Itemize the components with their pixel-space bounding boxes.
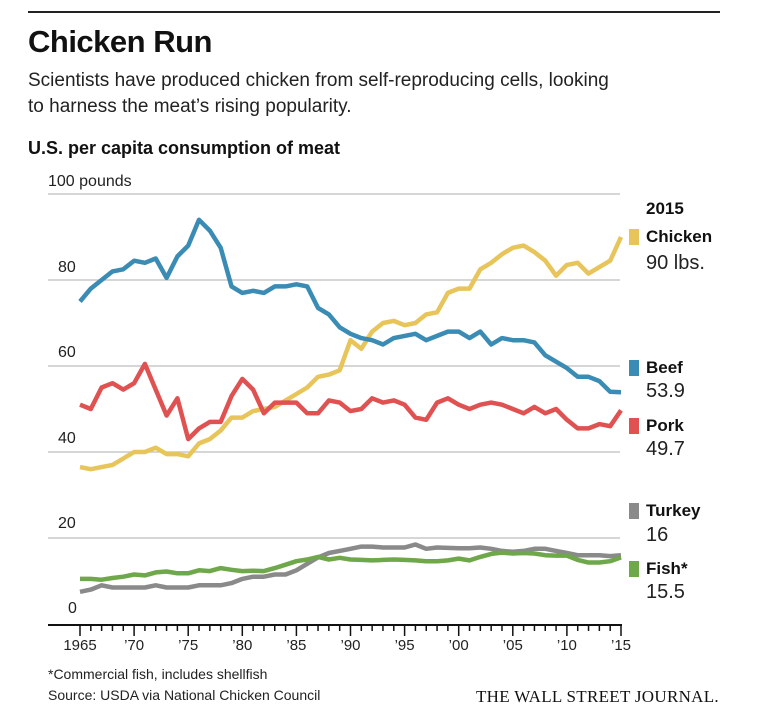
y-tick-label-20: 20 xyxy=(58,515,76,532)
x-tick-label-1975: ’75 xyxy=(178,637,199,654)
page-title: Chicken Run xyxy=(28,24,212,59)
x-tick-label-2005: ’05 xyxy=(502,637,523,654)
x-tick-label-1980: ’80 xyxy=(232,637,253,654)
x-tick-label-2000: ’00 xyxy=(448,637,469,654)
series-line-fish xyxy=(80,550,622,582)
source-note: Source: USDA via National Chicken Counci… xyxy=(48,687,321,703)
footnote: *Commercial fish, includes shellfish xyxy=(48,666,268,682)
series-line-beef xyxy=(78,217,622,395)
legend-beef: Beef xyxy=(646,358,683,377)
legend-chicken: Chicken xyxy=(646,227,713,246)
y-tick-label-80: 80 xyxy=(58,259,76,276)
legend-year: 2015 xyxy=(646,199,684,218)
legend-chicken-value: 90 lbs. xyxy=(646,252,705,274)
x-tick-label-1970: ’70 xyxy=(124,637,145,654)
subtitle-line-2: to harness the meat’s rising popularity. xyxy=(28,96,352,117)
wsj-logo: THE WALL STREET JOURNAL. xyxy=(476,687,719,706)
fish-swatch xyxy=(629,561,639,577)
beef-swatch xyxy=(629,360,639,376)
turkey-swatch xyxy=(629,503,639,519)
x-tick-label-2015: ’15 xyxy=(610,637,632,654)
x-tick-label-2010: ’10 xyxy=(556,637,577,654)
top-rule xyxy=(28,11,720,13)
chart-title: U.S. per capita consumption of meat xyxy=(28,138,341,158)
legend-turkey: Turkey xyxy=(646,501,701,520)
y-tick-label-100: 100 pounds xyxy=(48,173,132,190)
x-tick-label-1965: 1965 xyxy=(63,637,97,654)
x-tick-label-1990: ’90 xyxy=(340,637,361,654)
subtitle-line-1: Scientists have produced chicken from se… xyxy=(28,70,609,91)
series-line-pork xyxy=(79,361,623,442)
legend-pork-value: 49.7 xyxy=(646,438,685,460)
x-tick-label-1995: ’95 xyxy=(394,637,415,654)
y-tick-label-60: 60 xyxy=(58,344,76,361)
legend-fish: Fish* xyxy=(646,559,688,578)
series-line-chicken xyxy=(79,236,624,472)
y-tick-label-0: 0 xyxy=(68,600,77,617)
chicken-swatch xyxy=(629,229,639,245)
legend-beef-value: 53.9 xyxy=(646,380,685,402)
legend-turkey-value: 16 xyxy=(646,524,669,546)
y-tick-label-40: 40 xyxy=(58,430,76,447)
series-line-turkey xyxy=(79,542,622,595)
legend-fish-value: 15.5 xyxy=(646,581,685,603)
legend-pork: Pork xyxy=(646,416,684,435)
pork-swatch xyxy=(629,418,639,434)
x-tick-label-1985: ’85 xyxy=(286,637,307,654)
